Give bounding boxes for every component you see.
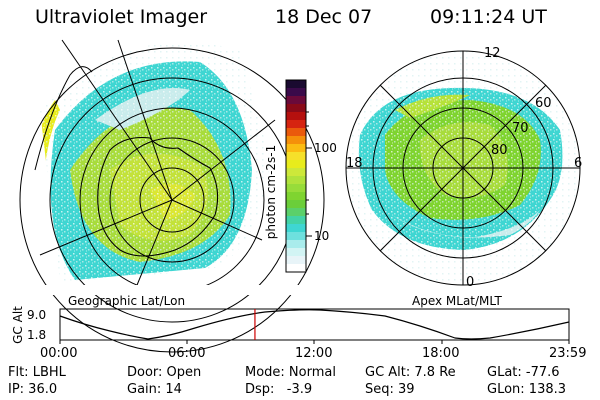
- dsp-status: Dsp: -3.9: [245, 382, 313, 397]
- time-tick-2359: 23:59: [549, 346, 587, 361]
- colorbar-unit-label: photon cm-2s-1: [264, 144, 278, 240]
- colorbar: [285, 79, 312, 273]
- time-tick-0600: 06:00: [168, 346, 206, 361]
- altitude-tick-1-8: 1.8: [27, 328, 47, 342]
- door-status: Door: Open: [127, 365, 202, 380]
- altitude-axis-label: GC Alt: [11, 306, 25, 344]
- time-tick-0000: 00:00: [40, 346, 78, 361]
- geographic-longitude: GLon: 138.3: [487, 382, 567, 397]
- geographic-latitude: GLat: -77.6: [487, 365, 560, 380]
- colorbar-tick-10: 10: [314, 229, 330, 243]
- instrument-title: Ultraviolet Imager: [35, 6, 208, 28]
- gc-altitude-status: GC Alt: 7.8 Re: [365, 365, 456, 380]
- date-label: 18 Dec 07: [275, 6, 373, 28]
- gain-status: Gain: 14: [127, 382, 182, 397]
- altitude-tick-9: 9.0: [27, 308, 47, 322]
- colorbar-tick-100: 100: [314, 141, 337, 155]
- sequence-status: Seq: 39: [365, 382, 415, 397]
- apex-polar-map: [345, 50, 581, 286]
- lat-label-60: 60: [535, 96, 552, 111]
- mlt-label-12: 12: [484, 46, 501, 61]
- mode-status: Mode: Normal: [245, 365, 336, 380]
- mlt-label-18: 18: [346, 156, 363, 171]
- left-map-caption: Geographic Lat/Lon: [68, 294, 186, 308]
- lat-label-70: 70: [512, 121, 529, 136]
- time-label: 09:11:24 UT: [430, 6, 547, 28]
- mlt-label-0: 0: [466, 275, 475, 290]
- filter-status: Flt: LBHL: [8, 365, 66, 380]
- time-tick-1200: 12:00: [295, 346, 333, 361]
- lat-label-80: 80: [491, 143, 508, 158]
- right-map-caption: Apex MLat/MLT: [412, 294, 502, 308]
- mlt-label-6: 6: [574, 156, 583, 171]
- ip-status: IP: 36.0: [8, 382, 58, 397]
- time-tick-1800: 18:00: [422, 346, 460, 361]
- geographic-map: [0, 39, 325, 353]
- altitude-plot: [59, 308, 570, 344]
